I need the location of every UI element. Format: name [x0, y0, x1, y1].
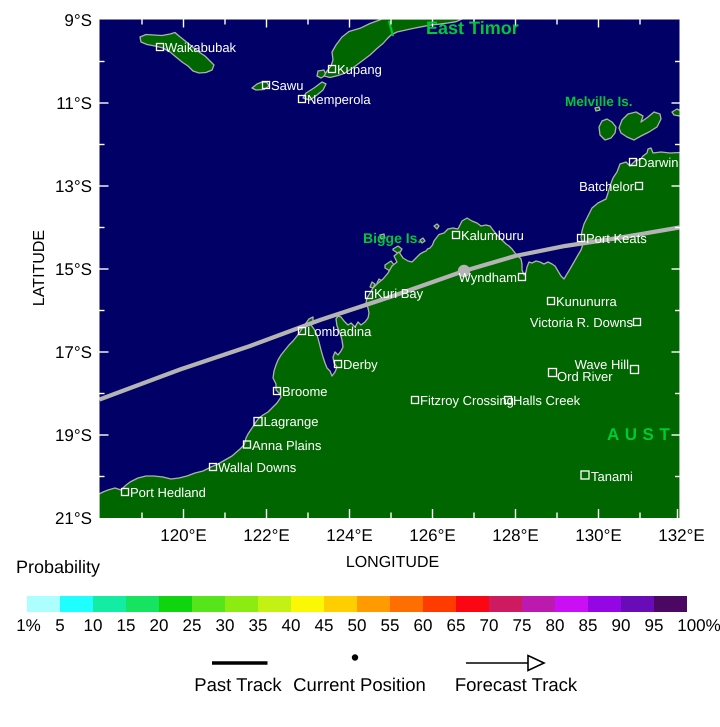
svg-text:95: 95	[645, 616, 664, 635]
svg-text:Kalumburu: Kalumburu	[461, 228, 524, 243]
svg-text:Melville Is.: Melville Is.	[565, 94, 633, 109]
svg-text:122°E: 122°E	[243, 526, 290, 545]
svg-text:120°E: 120°E	[160, 526, 207, 545]
svg-text:30: 30	[216, 616, 235, 635]
svg-text:128°E: 128°E	[492, 526, 539, 545]
svg-text:Batchelor: Batchelor	[579, 179, 635, 194]
svg-text:Anna Plains: Anna Plains	[252, 438, 322, 453]
svg-text:LONGITUDE: LONGITUDE	[346, 554, 439, 571]
svg-text:Probability: Probability	[16, 557, 100, 577]
svg-text:Kuri Bay: Kuri Bay	[374, 286, 424, 301]
svg-text:Bigge Is.: Bigge Is.	[363, 230, 421, 246]
svg-text:AUST: AUST	[607, 425, 675, 444]
svg-text:Wyndham: Wyndham	[459, 270, 517, 285]
svg-text:Halls Creek: Halls Creek	[513, 393, 581, 408]
svg-text:132°E: 132°E	[658, 526, 705, 545]
svg-text:Port Hedland: Port Hedland	[130, 485, 206, 500]
svg-text:Lagrange: Lagrange	[264, 414, 319, 429]
svg-text:11°S: 11°S	[56, 94, 92, 113]
svg-text:19°S: 19°S	[55, 426, 92, 445]
svg-text:5: 5	[55, 616, 64, 635]
svg-text:Past Track: Past Track	[194, 674, 282, 695]
svg-text:124°E: 124°E	[326, 526, 373, 545]
svg-text:55: 55	[381, 616, 400, 635]
svg-text:Nemperola: Nemperola	[307, 92, 371, 107]
svg-text:10: 10	[84, 616, 103, 635]
svg-text:Tanami: Tanami	[591, 469, 633, 484]
svg-text:Waikabubak: Waikabubak	[165, 40, 237, 55]
svg-text:13°S: 13°S	[55, 177, 92, 196]
svg-text:Forecast Track: Forecast Track	[455, 674, 578, 695]
svg-text:100%: 100%	[677, 616, 720, 635]
svg-text:Current Position: Current Position	[293, 674, 426, 695]
svg-text:75: 75	[513, 616, 532, 635]
svg-text:East Timor: East Timor	[426, 18, 519, 38]
svg-text:Lombadina: Lombadina	[307, 324, 372, 339]
svg-text:90: 90	[612, 616, 631, 635]
svg-text:Wallal Downs: Wallal Downs	[218, 460, 297, 475]
svg-text:15: 15	[117, 616, 136, 635]
svg-text:25: 25	[183, 616, 202, 635]
svg-text:Ord River: Ord River	[557, 369, 613, 384]
svg-text:Kupang: Kupang	[337, 62, 382, 77]
svg-text:LATITUDE: LATITUDE	[31, 230, 48, 306]
svg-text:40: 40	[282, 616, 301, 635]
svg-text:60: 60	[414, 616, 433, 635]
svg-text:Port Keats: Port Keats	[586, 231, 647, 246]
svg-text:130°E: 130°E	[575, 526, 622, 545]
svg-text:50: 50	[348, 616, 367, 635]
svg-text:85: 85	[579, 616, 598, 635]
svg-text:Wave Hill: Wave Hill	[575, 357, 630, 372]
svg-text:21°S: 21°S	[55, 509, 92, 528]
svg-text:Derby: Derby	[343, 357, 378, 372]
svg-text:Sawu: Sawu	[271, 78, 304, 93]
svg-text:17°S: 17°S	[55, 343, 92, 362]
svg-text:45: 45	[315, 616, 334, 635]
svg-text:1%: 1%	[16, 616, 41, 635]
svg-text:126°E: 126°E	[409, 526, 456, 545]
svg-text:15°S: 15°S	[55, 260, 92, 279]
svg-text:Broome: Broome	[282, 384, 328, 399]
svg-text:35: 35	[249, 616, 268, 635]
svg-text:65: 65	[447, 616, 466, 635]
svg-text:20: 20	[150, 616, 169, 635]
svg-text:Darwin: Darwin	[638, 155, 678, 170]
svg-text:80: 80	[546, 616, 565, 635]
svg-text:70: 70	[480, 616, 499, 635]
svg-text:Fitzroy Crossing: Fitzroy Crossing	[420, 393, 514, 408]
svg-text:Kununurra: Kununurra	[556, 294, 617, 309]
svg-text:9°S: 9°S	[64, 11, 92, 30]
svg-text:Victoria R. Downs: Victoria R. Downs	[530, 315, 634, 330]
